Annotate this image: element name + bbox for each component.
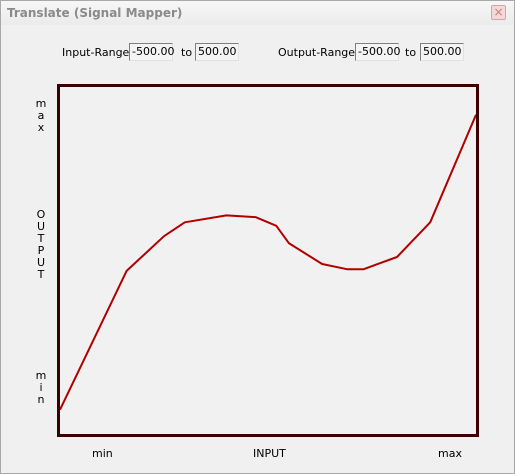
- output-range-max-field[interactable]: 500.00: [420, 43, 464, 61]
- input-range-to-label: to: [181, 46, 193, 59]
- input-range-min-field[interactable]: -500.00: [129, 43, 174, 61]
- output-range-label: Output-Range:: [278, 46, 359, 59]
- close-icon: ×: [493, 5, 504, 19]
- input-range-max-field[interactable]: 500.00: [195, 43, 239, 61]
- mapping-curve-canvas[interactable]: [60, 87, 476, 434]
- output-range-min-field[interactable]: -500.00: [355, 43, 400, 61]
- mapping-curve: [60, 114, 476, 411]
- input-range-label: Input-Range:: [62, 46, 134, 59]
- x-axis-min-label: min: [92, 447, 113, 460]
- title-bar[interactable]: Translate (Signal Mapper) ×: [1, 1, 514, 25]
- x-axis-max-label: max: [438, 447, 462, 460]
- output-range-to-label: to: [405, 46, 417, 59]
- close-button[interactable]: ×: [491, 5, 506, 20]
- window-title: Translate (Signal Mapper): [7, 6, 183, 20]
- x-axis-title: INPUT: [253, 447, 286, 460]
- mapping-plot[interactable]: [57, 84, 479, 437]
